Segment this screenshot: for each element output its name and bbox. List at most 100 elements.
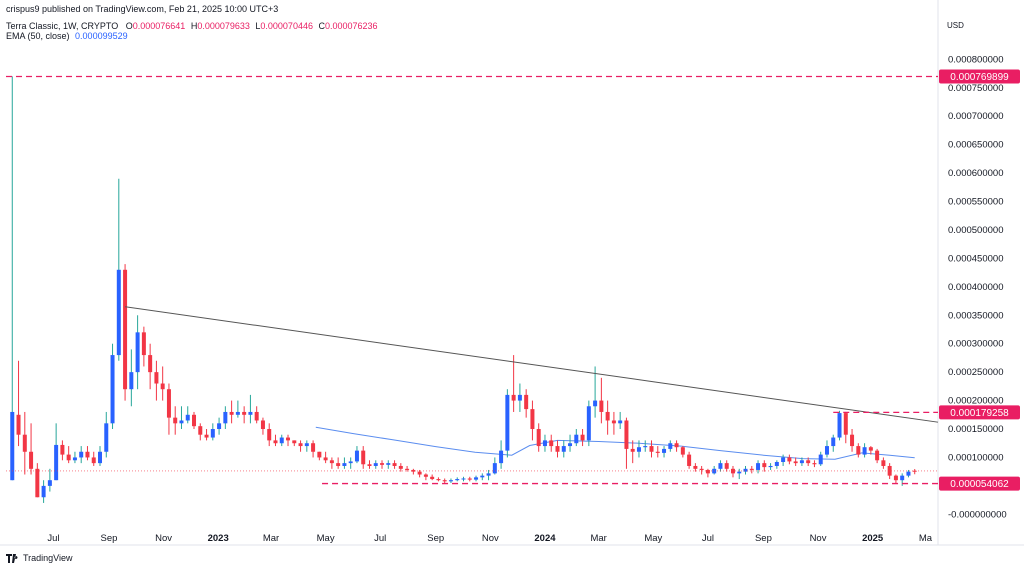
candle-body [292, 440, 297, 444]
candle-body [718, 463, 723, 469]
candle-body [662, 448, 667, 453]
y-tick-label: 0.000400000 [948, 282, 1003, 293]
candle-body [517, 394, 522, 401]
candle-body [60, 444, 65, 455]
candle-body [342, 463, 347, 466]
y-tick-label: -0.000000000 [948, 509, 1007, 520]
candle-body [542, 440, 547, 447]
candle-body [649, 446, 654, 452]
candle-body [373, 463, 378, 466]
x-tick-label: 2025 [862, 533, 884, 544]
x-tick-label: Jul [374, 533, 386, 544]
candle-body [580, 434, 585, 441]
candle-body [586, 406, 591, 441]
candle-body [135, 332, 140, 373]
level-price-tag [939, 405, 1020, 420]
x-tick-label: May [317, 533, 335, 544]
candle-body [380, 463, 385, 465]
x-tick-label: 2023 [208, 533, 229, 544]
candle-body [530, 409, 535, 430]
candle-body [486, 473, 491, 476]
candle-body [693, 465, 698, 469]
candle-body [511, 394, 516, 401]
ema-line: EMA (50, close) 0.000099529 [6, 31, 128, 41]
candle-body [799, 460, 804, 464]
candle-body [141, 332, 146, 356]
candle-body [448, 480, 453, 482]
symbol-label: Terra Classic, 1W, CRYPTO [6, 21, 119, 31]
candle-body [279, 437, 284, 444]
candle-body [235, 411, 240, 415]
candle-body [818, 454, 823, 465]
candle-body [480, 475, 485, 478]
published-line: crispus9 published on TradingView.com, F… [6, 4, 279, 14]
candle-body [204, 434, 209, 438]
candle-body [148, 355, 153, 373]
candle-body [724, 463, 729, 469]
candle-body [774, 461, 779, 466]
ohlc-high-label: H [190, 21, 198, 31]
candle-body [630, 448, 635, 452]
candle-body [561, 446, 566, 452]
candle-body [593, 400, 598, 407]
candle-body [737, 471, 742, 474]
candle-body [430, 476, 435, 480]
candle-body [79, 451, 84, 458]
candle-body [348, 461, 353, 464]
candle-body [442, 480, 447, 482]
ohlc-open-label: O [125, 21, 133, 31]
y-tick-label: 0.000150000 [948, 424, 1003, 435]
x-tick-label: Ma [919, 533, 933, 544]
currency-label: USD [947, 21, 964, 30]
candle-body [856, 446, 861, 455]
candle-body [198, 426, 203, 435]
candle-body [386, 463, 391, 465]
candle-body [768, 465, 773, 468]
candle-body [505, 394, 510, 451]
candle-body [91, 457, 96, 464]
candle-body [536, 429, 541, 447]
candle-body [160, 383, 165, 390]
candle-body [474, 477, 479, 480]
candle-body [16, 414, 21, 435]
candle-body [881, 460, 886, 466]
candle-body [110, 355, 115, 424]
candle-body [756, 463, 761, 470]
candle-body [72, 457, 77, 461]
trendline [125, 306, 939, 423]
x-tick-label: Jul [47, 533, 59, 544]
x-tick-label: 2024 [534, 533, 556, 544]
tradingview-logo-icon [6, 553, 18, 563]
candle-body [116, 269, 121, 356]
candle-body [35, 468, 40, 498]
candle-body [862, 447, 867, 455]
candle-body [636, 447, 641, 452]
x-tick-label: Nov [155, 533, 172, 544]
candle-body [749, 468, 754, 470]
candle-body [317, 451, 322, 458]
candle-body [298, 443, 303, 447]
x-tick-label: Sep [101, 533, 118, 544]
candle-body [123, 269, 128, 390]
y-tick-label: 0.000450000 [948, 253, 1003, 264]
candle-body [85, 451, 90, 458]
candle-body [655, 451, 660, 453]
candle-body [499, 450, 504, 464]
candle-body [699, 468, 704, 470]
x-tick-label: Sep [427, 533, 444, 544]
y-tick-label: 0.000550000 [948, 197, 1003, 208]
candle-body [260, 420, 265, 430]
candle-body [154, 372, 159, 384]
ohlc-high-value: 0.000079633 [197, 21, 250, 31]
candle-body [668, 443, 673, 449]
candle-body [524, 394, 529, 410]
candle-body [392, 463, 397, 466]
candle-body [461, 478, 466, 480]
candle-body [806, 460, 811, 464]
level-price-label: 0.000179258 [950, 408, 1009, 419]
candle-body [687, 454, 692, 466]
candle-body [618, 420, 623, 424]
candle-body [311, 443, 316, 452]
candle-body [423, 474, 428, 477]
